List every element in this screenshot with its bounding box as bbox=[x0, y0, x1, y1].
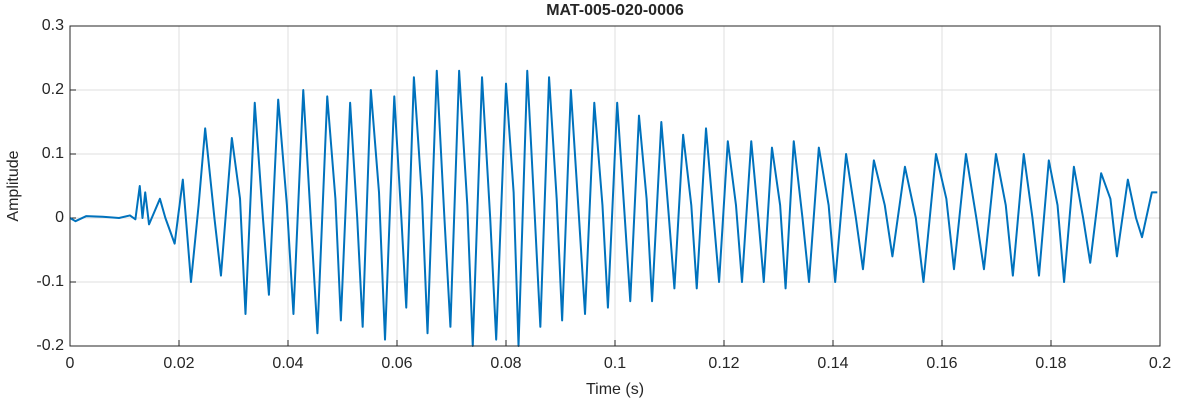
x-tick-label: 0.2 bbox=[1149, 355, 1171, 372]
y-tick-label: 0.1 bbox=[42, 145, 64, 162]
y-tick-label: 0.2 bbox=[42, 81, 64, 98]
y-tick-label: -0.2 bbox=[36, 337, 64, 354]
axes-box bbox=[69, 25, 1161, 347]
x-tick-label: 0.16 bbox=[926, 355, 957, 372]
x-tick-label: 0.02 bbox=[163, 355, 194, 372]
x-tick-label: 0.1 bbox=[604, 355, 626, 372]
y-axis-label: Amplitude bbox=[5, 150, 22, 221]
x-axis-label: Time (s) bbox=[586, 381, 644, 398]
x-tick-label: 0.04 bbox=[272, 355, 303, 372]
x-tick-label: 0.18 bbox=[1035, 355, 1066, 372]
x-tick-label: 0 bbox=[66, 355, 75, 372]
line-series bbox=[69, 69, 1158, 347]
x-tick-label: 0.12 bbox=[708, 355, 739, 372]
x-tick-label: 0.14 bbox=[817, 355, 848, 372]
x-tick-label: 0.08 bbox=[490, 355, 521, 372]
y-tick-label: 0.3 bbox=[42, 17, 64, 34]
y-tick-label: 0 bbox=[55, 209, 64, 226]
y-tick-label: -0.1 bbox=[36, 273, 64, 290]
chart-title: MAT-005-020-0006 bbox=[546, 2, 684, 19]
x-tick-label: 0.06 bbox=[381, 355, 412, 372]
